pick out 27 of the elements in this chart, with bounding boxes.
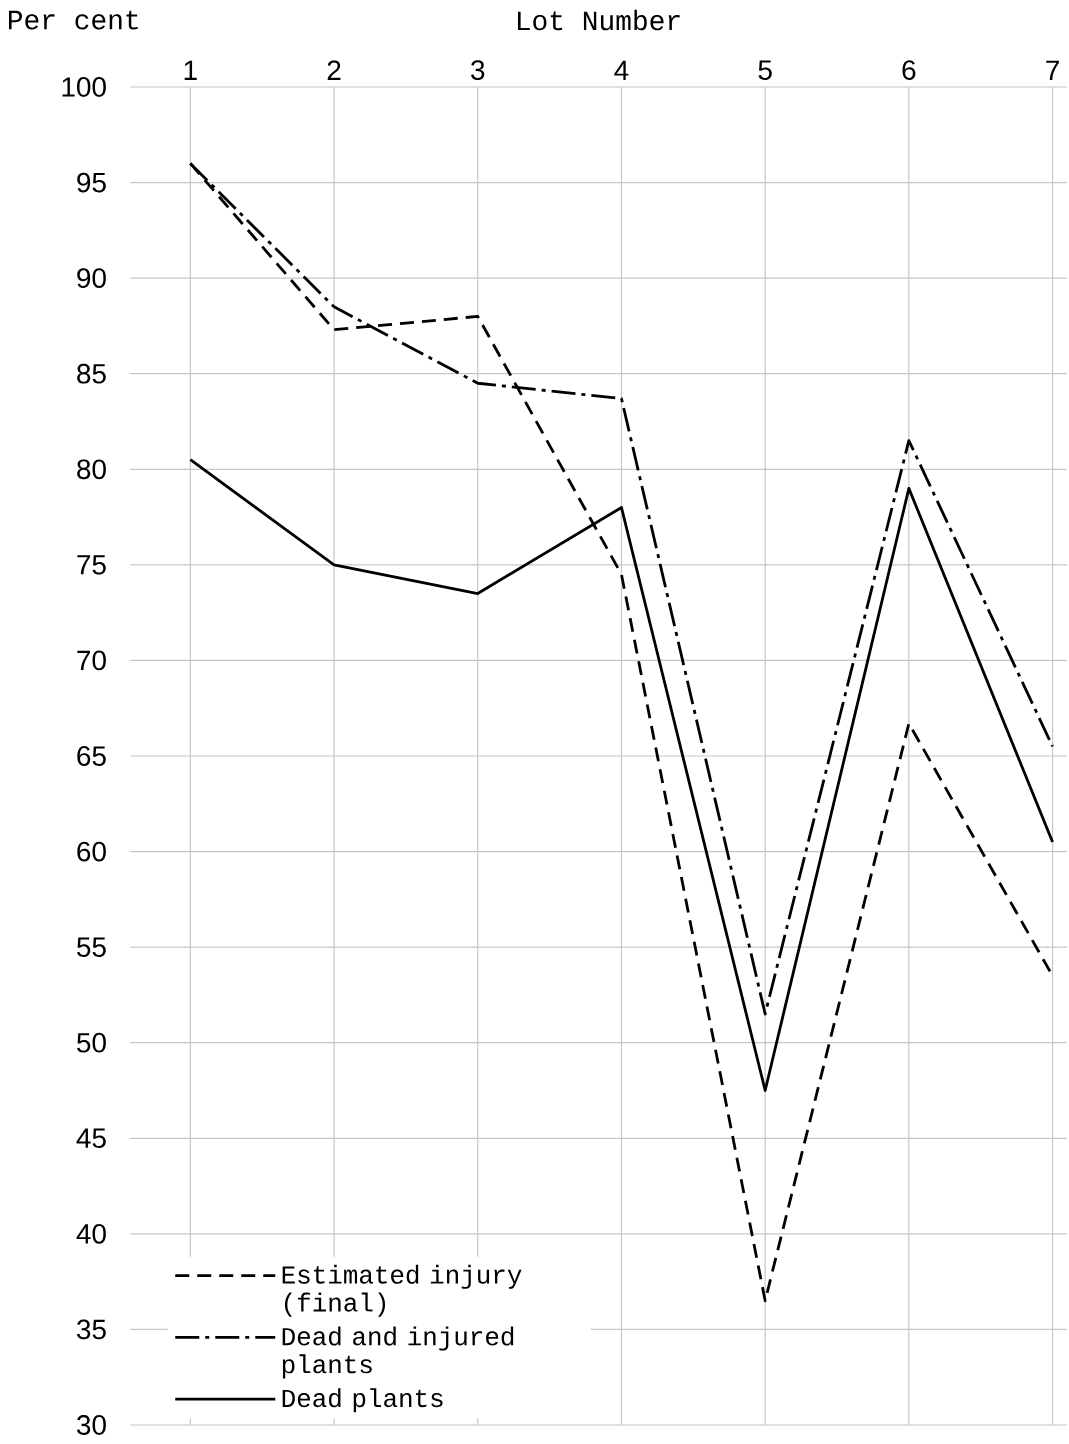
x-tick-label: 6: [902, 60, 916, 80]
y-axis-title: Per cent: [8, 10, 138, 30]
legend-label: Dead plants: [282, 1388, 443, 1413]
legend-label: Dead and injured plants: [282, 1326, 514, 1379]
x-tick-label: 2: [327, 60, 341, 80]
y-tick-label: 45: [76, 1128, 106, 1149]
y-tick-label: 40: [76, 1223, 106, 1244]
y-tick-label: 60: [77, 841, 106, 862]
y-tick-label: 75: [77, 555, 106, 575]
y-tick-label: 30: [76, 1415, 106, 1435]
x-tick-label: 3: [471, 60, 485, 80]
x-axis-title: Lot Number: [517, 9, 680, 31]
y-tick-label: 55: [77, 937, 106, 957]
y-tick-label: 35: [76, 1319, 106, 1340]
x-tick-label: 7: [1046, 60, 1059, 80]
y-tick-label: 65: [77, 746, 106, 766]
x-tick-label: 1: [184, 60, 197, 80]
y-tick-label: 80: [77, 459, 106, 480]
y-tick-label: 95: [77, 172, 106, 193]
y-tick-label: 90: [77, 268, 106, 289]
x-tick-label: 5: [758, 60, 772, 80]
legend-label: Estimated injury (final): [282, 1264, 522, 1317]
y-tick-label: 70: [77, 650, 106, 671]
y-tick-label: 100: [62, 77, 106, 97]
y-tick-label: 85: [77, 363, 106, 384]
y-tick-label: 50: [77, 1032, 106, 1053]
x-tick-label: 4: [614, 60, 629, 80]
